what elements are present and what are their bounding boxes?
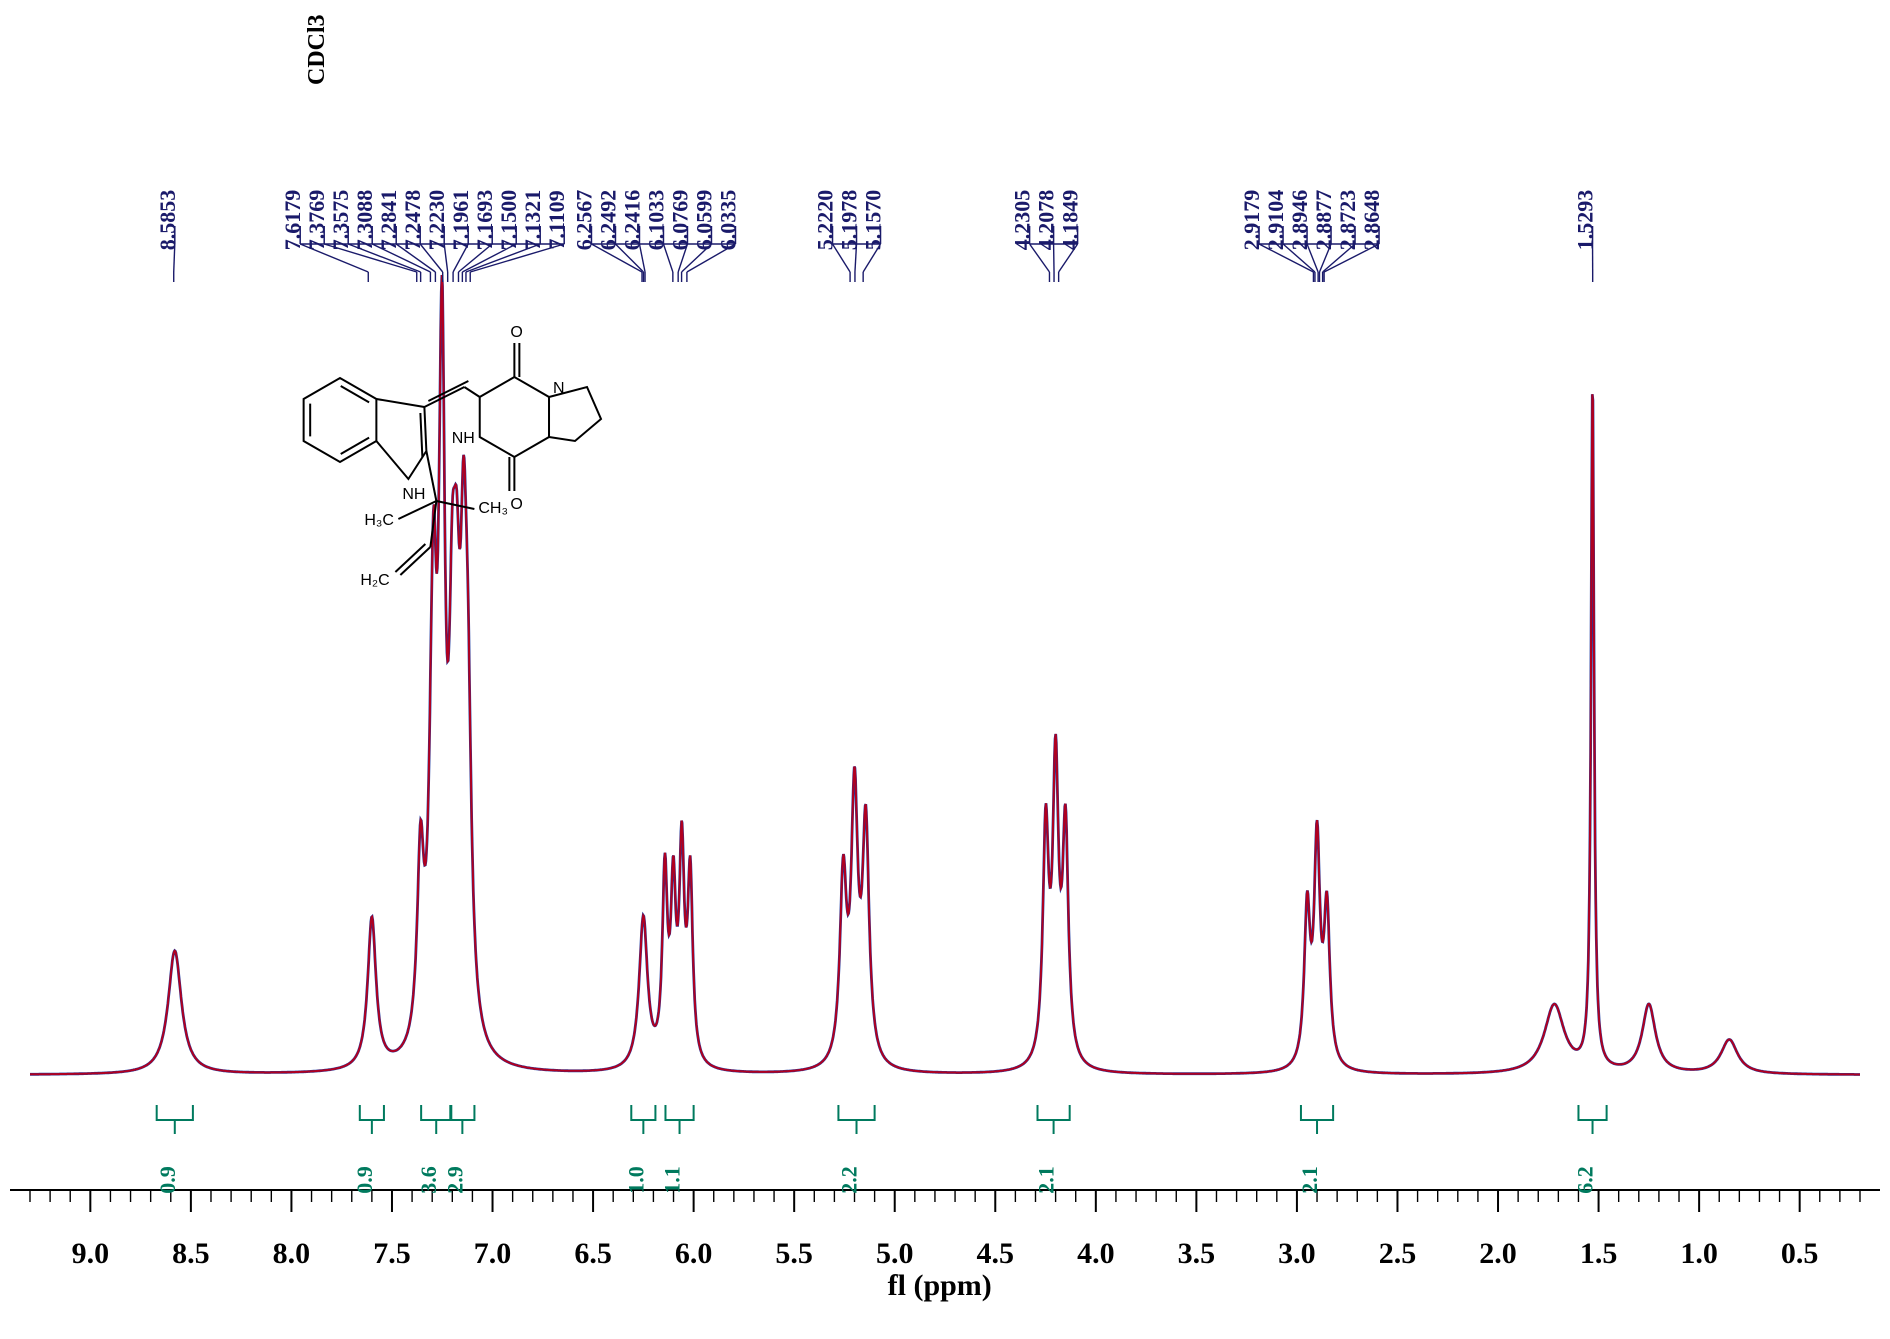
peak-ppm-label: 2.9179 [1239,190,1264,251]
peak-ppm-label: 5.2220 [813,190,838,251]
x-tick-label: 8.5 [172,1237,210,1270]
peak-ppm-label: 7.3769 [304,190,329,251]
peak-ppm-label: 2.8946 [1287,190,1312,251]
x-tick-label: 2.5 [1379,1237,1417,1270]
integration-label: 1.1 [660,1166,685,1194]
x-tick-label: 6.5 [574,1237,612,1270]
peak-ppm-label: 2.8648 [1359,190,1384,251]
peak-ppm-label: 7.2478 [400,190,425,251]
integration-label: 0.9 [352,1166,377,1194]
peak-ppm-label: 6.1033 [643,190,668,251]
integration-label: 0.9 [155,1166,180,1194]
x-tick-label: 8.0 [273,1237,311,1270]
mol-label-nh: NH [452,430,475,447]
peak-ppm-label: 2.9104 [1263,190,1288,251]
x-tick-label: 2.0 [1479,1237,1517,1270]
integration-label: 2.2 [837,1166,862,1194]
peak-ppm-label: 7.6179 [280,190,305,251]
peak-ppm-label: 7.1109 [544,190,569,249]
mol-label-nh: NH [402,486,425,503]
integration-label: 2.9 [442,1166,467,1194]
peak-ppm-label: 6.0769 [667,190,692,251]
peak-ppm-label: 5.1978 [837,190,862,251]
mol-label-ch2: H₂C [360,572,389,589]
integration-label: 2.1 [1034,1166,1059,1194]
x-tick-label: 7.0 [474,1237,512,1270]
peak-ppm-label: 2.8877 [1311,190,1336,251]
x-tick-label: 9.0 [72,1237,110,1270]
peak-ppm-label: 7.3575 [328,190,353,251]
peak-ppm-label: 7.1693 [472,190,497,251]
peak-ppm-label: 7.2230 [424,190,449,251]
mol-label-ch3: H₃C [364,512,394,529]
peak-ppm-label: 6.0335 [715,190,740,251]
peak-ppm-label: 7.1500 [496,190,521,251]
x-tick-label: 5.0 [876,1237,914,1270]
integration-label: 3.6 [416,1166,441,1194]
integration-label: 1.0 [623,1166,648,1194]
x-tick-label: 1.0 [1680,1237,1718,1270]
peak-ppm-label: 6.0599 [691,190,716,251]
peak-ppm-label: 6.2567 [571,190,596,251]
peak-ppm-label: 7.2841 [376,190,401,251]
x-axis: 9.0 8.5 8.0 7.5 7.0 6.5 6.0 5.5 5.0 4.5 4.0 3.5 3.0 2… [10,1190,1880,1302]
peak-ppm-label: 7.1961 [448,190,473,251]
x-tick-label: 6.0 [675,1237,713,1270]
mol-label-o: O [510,324,522,341]
mol-label-o: O [510,496,522,513]
peak-labels: 8.5853 7.61797.37697.35757.30887.28417.24… [155,14,1598,282]
peak-ppm-label: 4.2305 [1010,190,1035,251]
peak-ppm-label: 7.3088 [352,190,377,251]
x-tick-label: 3.5 [1178,1237,1216,1270]
peak-ppm-label: 8.5853 [155,190,180,251]
x-tick-label: 1.5 [1580,1237,1618,1270]
mol-label-ch3: CH₃ [478,500,508,517]
spectrum-trace [30,275,1860,1075]
x-tick-label: 4.5 [977,1237,1015,1270]
peak-ppm-label: 4.1849 [1058,190,1083,251]
peak-ppm-label: 6.2416 [619,190,644,251]
peak-ppm-label: 6.2492 [595,190,620,251]
x-axis-label: fl (ppm) [888,1269,992,1302]
integration-label: 6.2 [1573,1166,1598,1194]
x-tick-label: 3.0 [1278,1237,1316,1270]
peak-ppm-label: 1.5293 [1573,190,1598,251]
integration-marks: 0.9 0.9 3.62.9 1.0 1.1 2.2 2.1 2.1 6.2 [155,1105,1607,1194]
x-tick-label: 7.5 [373,1237,411,1270]
integration-label: 2.1 [1297,1166,1322,1194]
peak-ppm-label: 7.1321 [520,190,545,251]
x-tick-label: 4.0 [1077,1237,1115,1270]
nmr-spectrum-figure: 9.0 8.5 8.0 7.5 7.0 6.5 6.0 5.5 5.0 4.5 4.0 3.5 3.0 2… [0,0,1890,1339]
peak-ppm-label: 2.8723 [1335,190,1360,251]
x-tick-label: 5.5 [775,1237,813,1270]
x-tick-label: 0.5 [1781,1237,1819,1270]
solvent-label: CDCl3 [304,14,330,85]
peak-ppm-label: 5.1570 [861,190,886,251]
peak-ppm-label: 4.2078 [1034,190,1059,251]
